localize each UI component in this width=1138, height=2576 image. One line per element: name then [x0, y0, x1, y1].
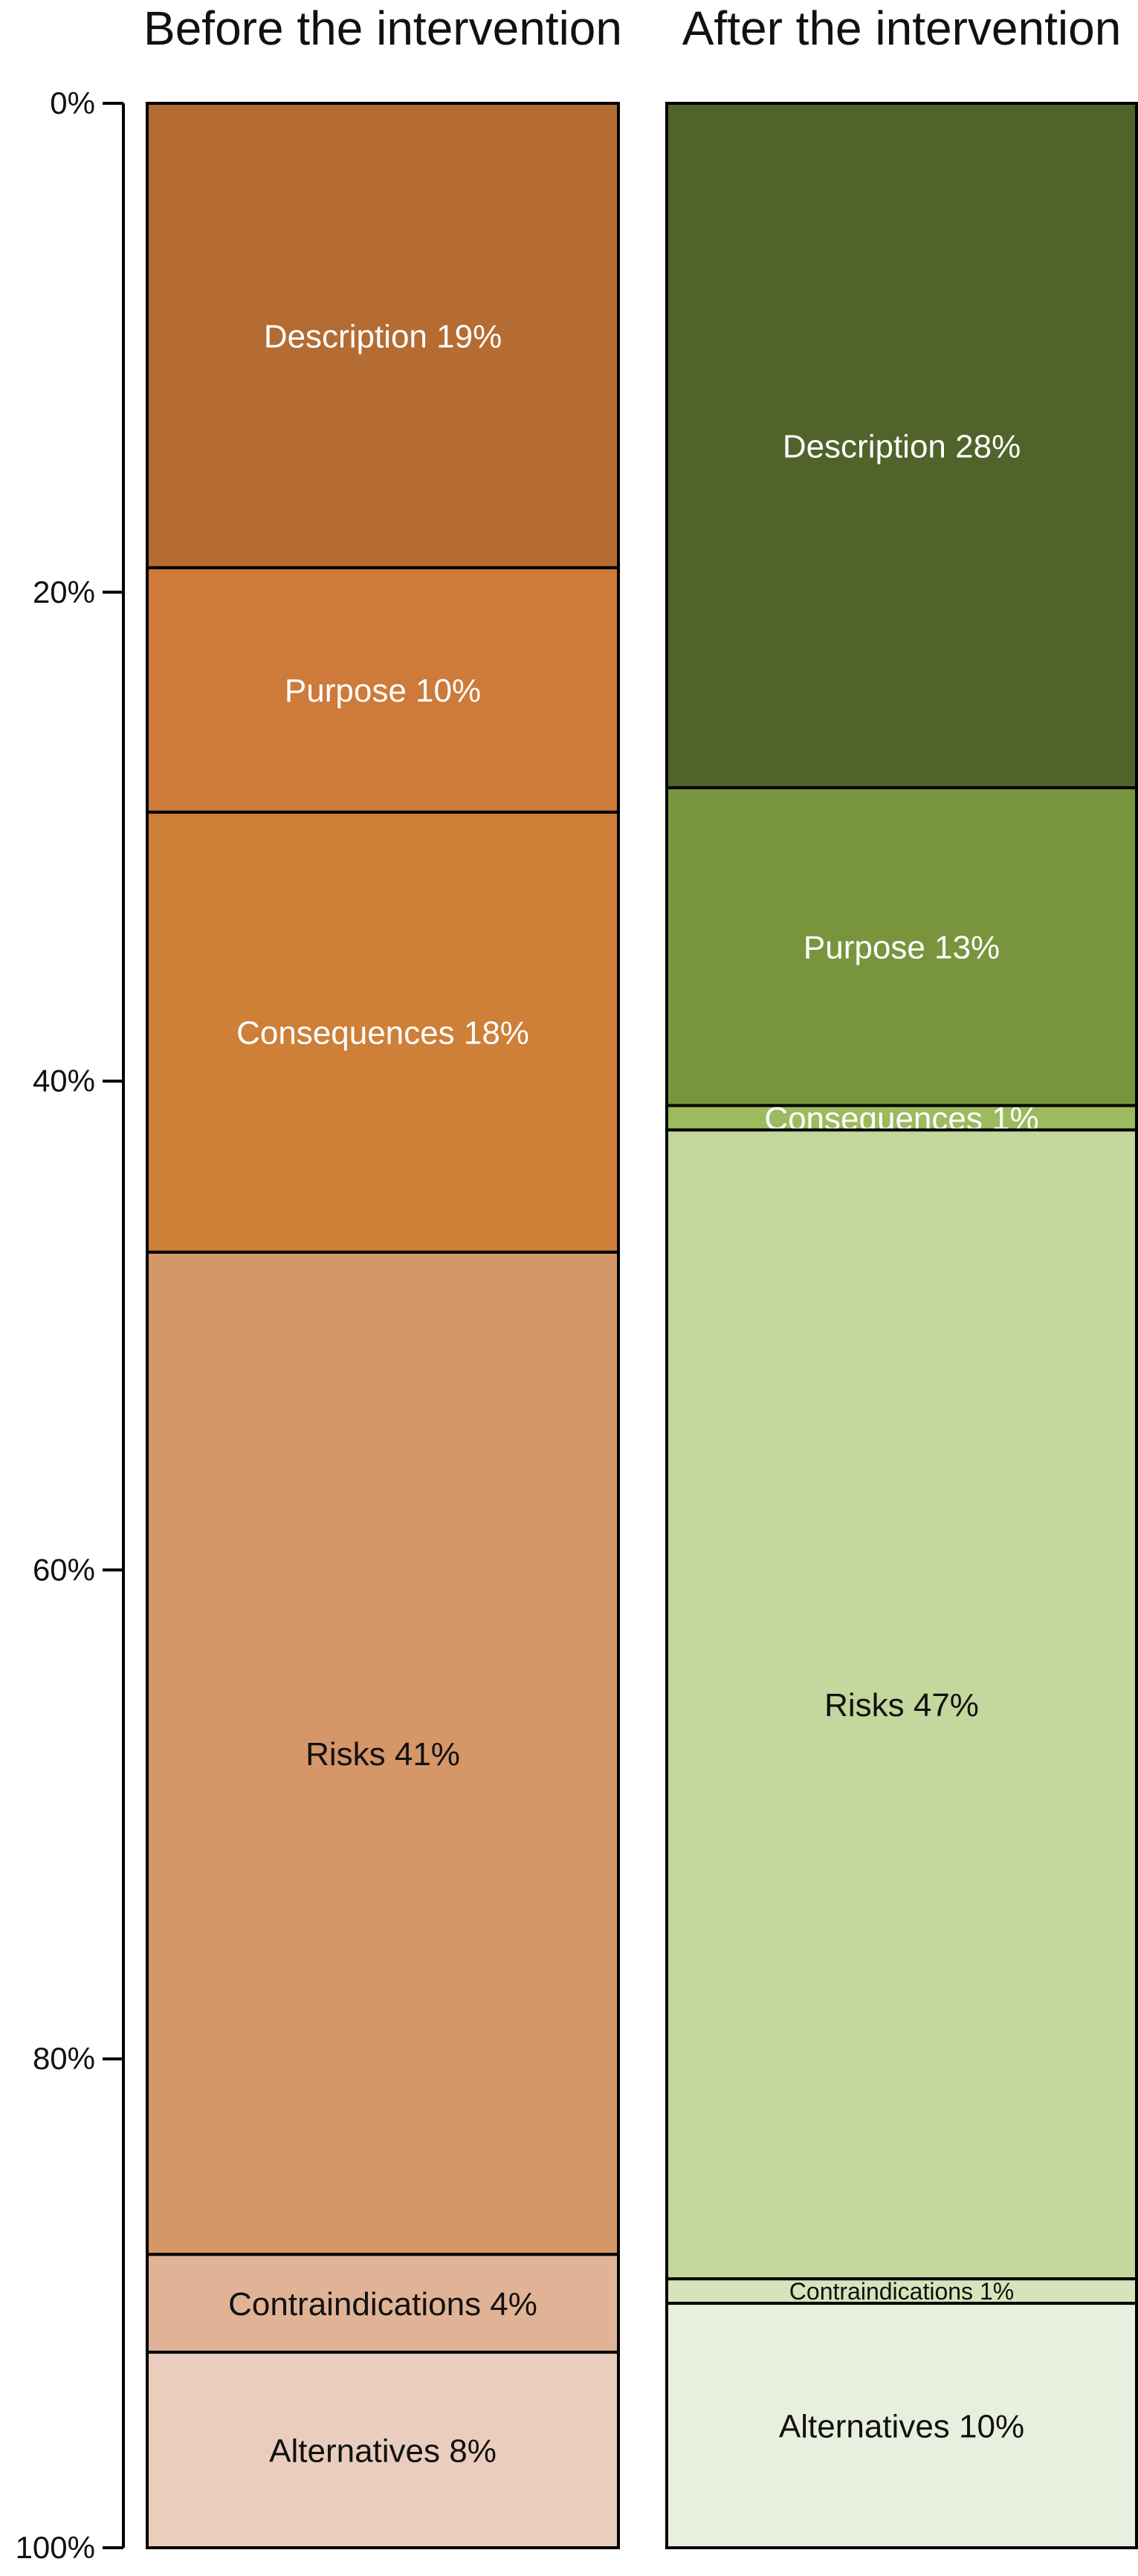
bar-title: Before the intervention [143, 1, 622, 55]
y-tick-label: 100% [16, 2530, 95, 2565]
segment-risks [665, 1128, 1138, 2281]
y-tick-label: 40% [33, 1064, 95, 1098]
segment-label: Alternatives 10% [779, 2408, 1024, 2444]
segment-contraindications [146, 2253, 620, 2354]
segment-label: Contraindications 4% [228, 2286, 537, 2323]
y-tick-label: 20% [33, 575, 95, 609]
segment-alternatives [146, 2350, 620, 2549]
segment-consequences [146, 810, 620, 1254]
segment-description [665, 102, 1138, 789]
segment-label: Purpose 10% [285, 673, 481, 709]
segment-label: Consequences 18% [236, 1015, 529, 1052]
segment-label: Risks 41% [305, 1736, 460, 1773]
segment-label: Risks 47% [824, 1687, 979, 1724]
y-tick-label: 60% [33, 1552, 95, 1587]
segment-label: Description 28% [783, 428, 1021, 465]
segment-label: Alternatives 8% [269, 2433, 497, 2469]
segment-alternatives [665, 2302, 1138, 2550]
bar-title: After the intervention [682, 1, 1122, 55]
bar-1: After the intervention Description 28% Pur… [665, 1, 1138, 2550]
segment-label: Purpose 13% [804, 930, 1000, 966]
segment-purpose [665, 786, 1138, 1107]
segment-risks [146, 1250, 620, 2256]
segment-label: Description 19% [264, 318, 502, 355]
segment-purpose [146, 566, 620, 814]
y-tick-label: 80% [33, 2041, 95, 2076]
y-tick-label: 0% [50, 85, 95, 120]
bar-0: Before the intervention Description 19% Pu… [143, 1, 622, 2549]
segment-label: Contraindications 1% [789, 2278, 1014, 2305]
bars: Before the intervention Description 19% Pu… [143, 1, 1138, 2550]
y-axis: 0% 20% 40% 60% 80% 100% [16, 85, 125, 2565]
